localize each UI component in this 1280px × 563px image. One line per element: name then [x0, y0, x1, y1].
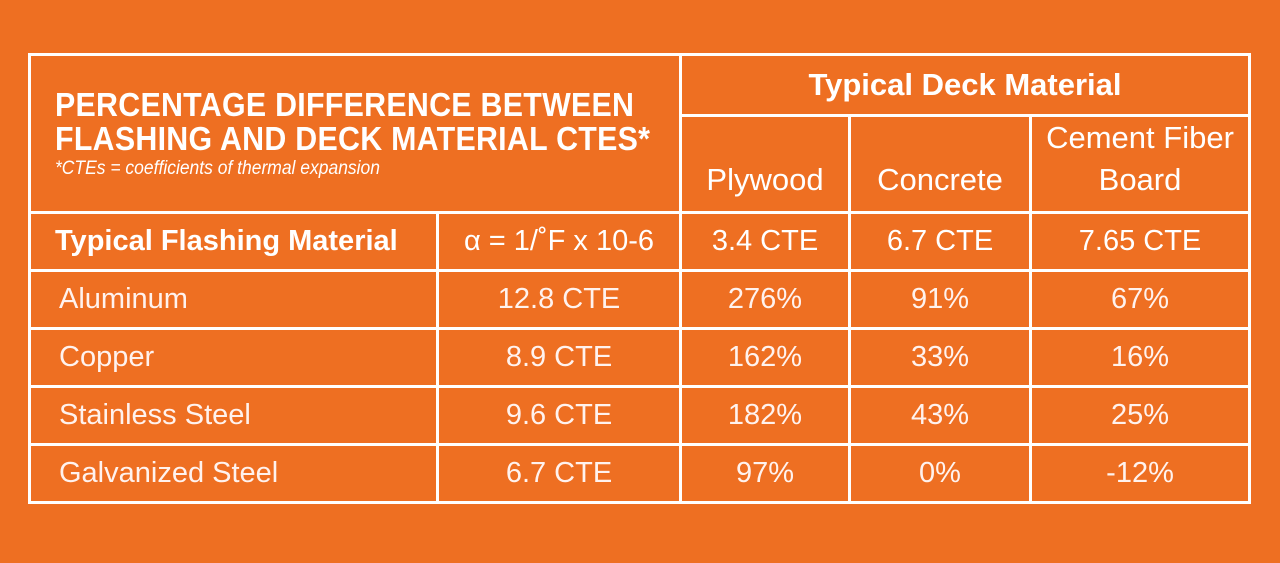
deck-column-cement-fiber-board: Cement Fiber Board [1028, 114, 1252, 214]
plywood-difference: 97% [679, 443, 851, 504]
plywood-difference: 162% [679, 327, 851, 388]
concrete-difference: 91% [848, 269, 1032, 330]
header-row-deck-columns: Plywood Concrete Cement Fiber Board [30, 114, 1252, 214]
plywood-cte: 3.4 CTE [679, 211, 851, 272]
cement-fiber-difference: 25% [1028, 385, 1252, 446]
deck-column-concrete: Concrete [848, 114, 1032, 214]
cement-fiber-board-cte: 7.65 CTE [1028, 211, 1252, 272]
deck-material-group-header: Typical Deck Material [678, 53, 1252, 117]
table-title-cell: PERCENTAGE DIFFERENCE BETWEEN FLASHING A… [28, 53, 682, 214]
flashing-material-cte: 9.6 CTE [436, 385, 682, 446]
plywood-difference: 182% [679, 385, 851, 446]
table-title-line-1: PERCENTAGE DIFFERENCE BETWEEN [55, 85, 635, 123]
cement-fiber-difference: 16% [1028, 327, 1252, 388]
concrete-difference: 43% [848, 385, 1032, 446]
table-row: Galvanized Steel 6.7 CTE 97% 0% -12% [28, 443, 1252, 504]
cement-fiber-difference: -12% [1028, 443, 1252, 504]
table-row: Aluminum 12.8 CTE 276% 91% 67% [28, 269, 1252, 330]
flashing-material-name: Copper [28, 327, 439, 388]
flashing-material-cte: 12.8 CTE [436, 269, 682, 330]
deck-column-cement-fiber-line-1: Cement Fiber [1046, 120, 1234, 155]
flashing-material-cte: 8.9 CTE [436, 327, 682, 388]
flashing-material-name: Galvanized Steel [28, 443, 439, 504]
header-row-top: PERCENTAGE DIFFERENCE BETWEEN FLASHING A… [28, 53, 1252, 214]
flashing-material-header: Typical Flashing Material [28, 211, 439, 272]
table-footnote: *CTEs = coefficients of thermal expansio… [55, 157, 381, 179]
concrete-difference: 0% [848, 443, 1032, 504]
flashing-material-name: Aluminum [28, 269, 439, 330]
table-title-line-2: FLASHING AND DECK MATERIAL CTES* [55, 119, 651, 157]
deck-column-cement-fiber-line-2: Board [1098, 162, 1182, 197]
concrete-difference: 33% [848, 327, 1032, 388]
table-row: Stainless Steel 9.6 CTE 182% 43% 25% [28, 385, 1252, 446]
cte-comparison-table: PERCENTAGE DIFFERENCE BETWEEN FLASHING A… [28, 53, 1252, 504]
plywood-difference: 276% [679, 269, 851, 330]
cte-table-container: PERCENTAGE DIFFERENCE BETWEEN FLASHING A… [28, 53, 1252, 504]
table-row: Copper 8.9 CTE 162% 33% 16% [28, 327, 1252, 388]
cement-fiber-difference: 67% [1028, 269, 1252, 330]
flashing-material-cte: 6.7 CTE [436, 443, 682, 504]
flashing-header-row: Typical Flashing Material α = 1/˚F x 10-… [28, 211, 1252, 272]
deck-column-plywood: Plywood [679, 114, 851, 214]
flashing-material-name: Stainless Steel [28, 385, 439, 446]
cte-unit-header: α = 1/˚F x 10-6 [436, 211, 682, 272]
concrete-cte: 6.7 CTE [848, 211, 1032, 272]
